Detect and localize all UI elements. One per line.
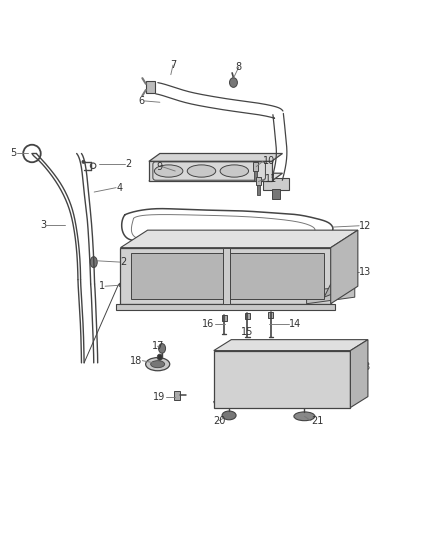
Text: 14: 14 <box>289 319 301 329</box>
Text: 15: 15 <box>241 327 254 337</box>
Polygon shape <box>149 161 272 181</box>
Text: 2: 2 <box>120 257 127 267</box>
Polygon shape <box>230 253 324 300</box>
Ellipse shape <box>294 412 315 421</box>
Text: 20: 20 <box>213 416 225 426</box>
Bar <box>174 391 180 400</box>
Ellipse shape <box>157 354 162 360</box>
Text: 4: 4 <box>116 183 122 192</box>
Ellipse shape <box>187 165 216 177</box>
Polygon shape <box>324 271 350 297</box>
Ellipse shape <box>90 257 97 268</box>
Polygon shape <box>149 173 283 181</box>
Ellipse shape <box>220 165 249 177</box>
Bar <box>245 313 250 319</box>
Ellipse shape <box>151 361 165 368</box>
Text: 6: 6 <box>138 96 145 106</box>
Ellipse shape <box>154 165 183 177</box>
Polygon shape <box>223 248 230 304</box>
Ellipse shape <box>159 344 166 353</box>
Bar <box>222 315 227 321</box>
Bar <box>272 189 280 199</box>
Circle shape <box>82 160 85 164</box>
Text: 21: 21 <box>311 416 323 426</box>
Polygon shape <box>214 351 350 408</box>
Polygon shape <box>307 286 355 304</box>
Text: 3: 3 <box>40 220 46 230</box>
Bar <box>256 177 261 185</box>
Ellipse shape <box>222 411 236 420</box>
Text: 10: 10 <box>263 156 275 166</box>
Text: 1: 1 <box>99 281 105 291</box>
Polygon shape <box>120 248 331 304</box>
Bar <box>268 312 273 318</box>
Text: 2: 2 <box>125 159 131 168</box>
Polygon shape <box>350 340 368 408</box>
Polygon shape <box>116 304 335 310</box>
Polygon shape <box>214 340 368 351</box>
Text: 5: 5 <box>11 148 17 158</box>
Polygon shape <box>149 154 283 161</box>
Text: 13: 13 <box>359 266 371 277</box>
Bar <box>257 185 260 195</box>
Polygon shape <box>120 230 358 248</box>
Bar <box>263 179 289 190</box>
Ellipse shape <box>145 358 170 371</box>
Text: 18: 18 <box>130 356 142 366</box>
Text: 13: 13 <box>359 362 371 372</box>
Text: 19: 19 <box>153 392 166 402</box>
Bar <box>254 171 257 181</box>
Bar <box>252 162 258 171</box>
Text: 7: 7 <box>170 60 176 70</box>
Text: 8: 8 <box>236 62 242 72</box>
Text: 12: 12 <box>359 221 371 231</box>
Ellipse shape <box>230 78 237 87</box>
Polygon shape <box>131 253 223 300</box>
Bar <box>146 81 155 93</box>
Text: 17: 17 <box>152 341 164 351</box>
Text: 11: 11 <box>265 174 277 184</box>
Text: 9: 9 <box>156 161 162 172</box>
Polygon shape <box>331 230 358 304</box>
Ellipse shape <box>119 281 140 288</box>
Text: 16: 16 <box>202 319 215 329</box>
